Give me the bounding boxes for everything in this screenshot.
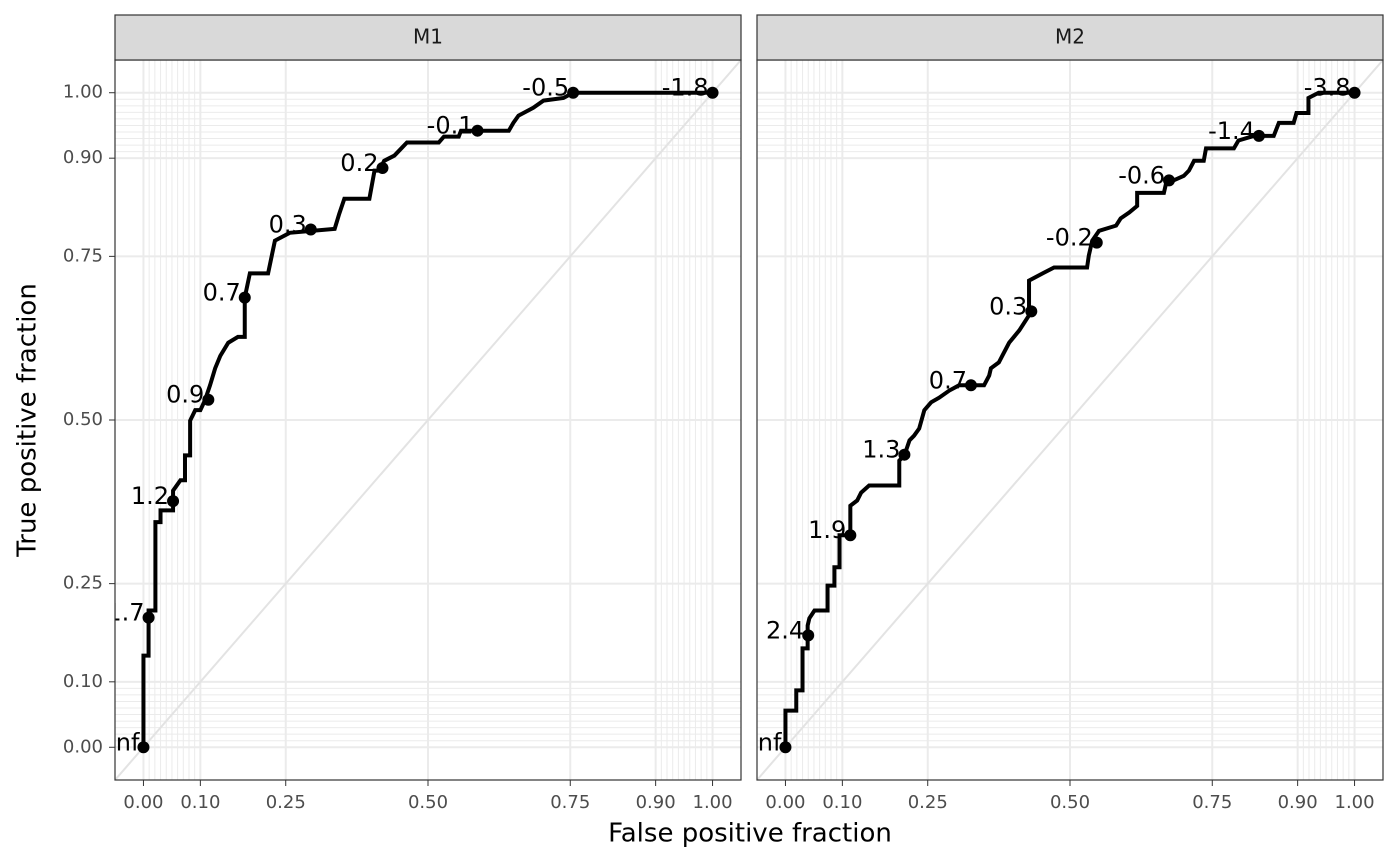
cutoff-label: 0.7 [203, 279, 241, 307]
cutoff-point [1090, 236, 1103, 249]
x-tick-label: 0.00 [123, 792, 163, 813]
cutoff-point [706, 86, 719, 99]
cutoff-label: -1.8 [662, 74, 709, 102]
plot-area: Inf 1.7 1.2 0.9 0.7 0.3 0.2 -0.1 -0.5 -1.8 [106, 60, 741, 780]
cutoff-point [142, 611, 155, 624]
roc-curve [783, 90, 1355, 748]
x-tick-label: 0.10 [180, 792, 220, 813]
cutoff-label: Inf [751, 728, 782, 756]
cutoff-label: -0.1 [427, 112, 474, 140]
cutoff-point [202, 393, 215, 406]
cutoff-label: -0.5 [522, 74, 569, 102]
cutoff-label: -1.4 [1208, 117, 1255, 145]
cutoff-label: 1.9 [808, 516, 846, 544]
x-tick-label: 0.50 [1050, 792, 1090, 813]
cutoff-label: 2.4 [766, 616, 804, 644]
x-tick-label: 0.50 [408, 792, 448, 813]
cutoff-label: -0.2 [1046, 224, 1093, 252]
cutoff-point [1025, 305, 1038, 318]
cutoff-point [137, 741, 150, 754]
cutoff-point [779, 741, 792, 754]
y-tick-label: 0.25 [63, 573, 103, 594]
cutoff-point [1252, 129, 1265, 142]
cutoff-label: 0.3 [269, 211, 307, 239]
x-tick-label: 0.90 [1278, 792, 1318, 813]
x-tick-label: 0.25 [266, 792, 306, 813]
cutoff-label: 1.2 [131, 482, 169, 510]
y-tick-label: 0.00 [63, 736, 103, 757]
cutoff-label: -3.8 [1304, 74, 1351, 102]
cutoff-point [238, 291, 251, 304]
x-tick-label: 0.10 [822, 792, 862, 813]
cutoff-point [844, 529, 857, 542]
panel: Inf 1.7 1.2 0.9 0.7 0.3 0.2 -0.1 -0.5 -1.8 M1 0.00 0… [106, 14, 742, 813]
cutoff-point [1163, 174, 1176, 187]
strip-label: M1 [413, 25, 443, 49]
x-tick-label: 0.00 [765, 792, 805, 813]
y-tick-label: 0.90 [63, 147, 103, 168]
y-tick-label: 0.50 [63, 409, 103, 430]
reference-diagonal [757, 60, 1383, 780]
cutoff-label: 0.2 [340, 149, 378, 177]
cutoff-label: 0.9 [166, 381, 204, 409]
x-tick-label: 0.75 [1192, 792, 1232, 813]
cutoff-label: 0.7 [929, 366, 967, 394]
strip [114, 14, 742, 61]
cutoff-label: -0.6 [1118, 161, 1165, 189]
cutoff-point [376, 162, 389, 174]
strip [756, 14, 1384, 61]
plot-area: Inf 2.4 1.9 1.3 0.7 0.3 -0.2 -0.6 -1.4 -3.8 [751, 60, 1383, 780]
cutoff-label: Inf [109, 728, 140, 756]
cutoff-label: 1.3 [862, 436, 900, 464]
cutoff-point [964, 379, 977, 392]
cutoff-point [471, 124, 484, 137]
x-tick-label: 0.75 [550, 792, 590, 813]
x-axis-title: False positive fraction [608, 819, 892, 849]
x-tick-label: 0.90 [636, 792, 676, 813]
x-tick-label: 1.00 [693, 792, 733, 813]
x-tick-label: 1.00 [1335, 792, 1375, 813]
cutoff-point [167, 495, 180, 508]
cutoff-label: 0.3 [989, 292, 1027, 320]
reference-diagonal [115, 60, 741, 780]
panel: Inf 2.4 1.9 1.3 0.7 0.3 -0.2 -0.6 -1.4 -3.8 M2 0.00… [751, 14, 1384, 813]
cutoff-point [898, 448, 911, 461]
x-tick-label: 0.25 [908, 792, 948, 813]
y-tick-label: 0.10 [63, 671, 103, 692]
cutoff-point [1348, 86, 1361, 99]
cutoff-point [802, 629, 815, 642]
strip-label: M2 [1055, 25, 1085, 49]
y-tick-label: 1.00 [63, 82, 103, 103]
cutoff-point [567, 86, 580, 99]
y-axis-title: True positive fraction [13, 283, 43, 558]
cutoff-point [304, 223, 317, 236]
cutoff-label: 1.7 [106, 599, 144, 627]
y-tick-label: 0.75 [63, 245, 103, 266]
